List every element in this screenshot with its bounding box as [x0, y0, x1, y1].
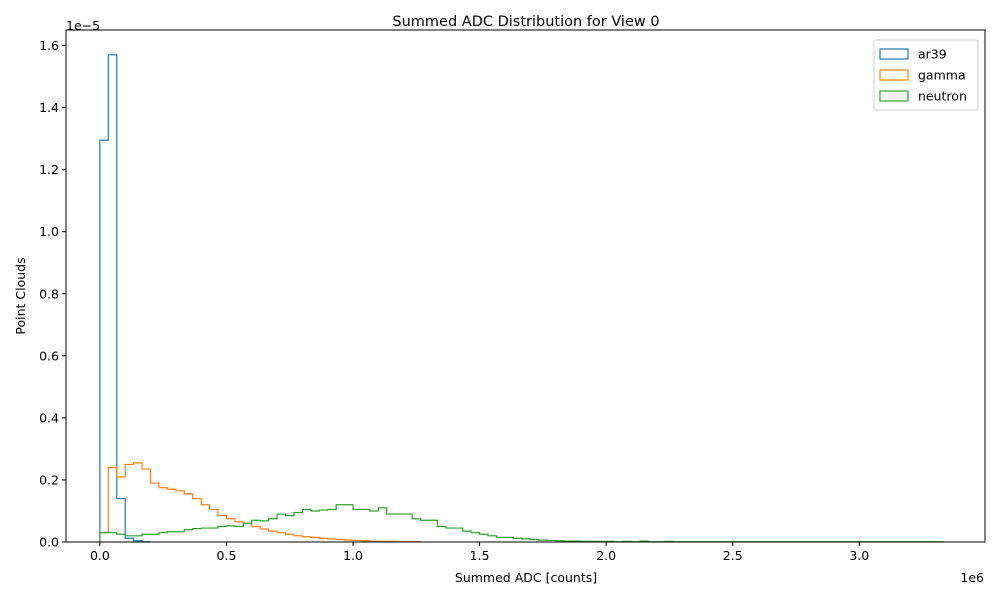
y-tick-label: 0.2 [39, 472, 59, 487]
legend-swatch-ar39 [879, 48, 909, 60]
x-tick-label: 3.0 [849, 548, 869, 563]
legend-swatch-gamma [879, 69, 909, 81]
legend-label-neutron: neutron [918, 89, 967, 104]
y-tick-label: 1.6 [39, 38, 59, 53]
x-offset-text: 1e6 [960, 570, 984, 585]
y-axis-label: Point Clouds [13, 257, 28, 334]
x-tick-label: 0.0 [90, 548, 110, 563]
y-tick-label: 1.0 [39, 224, 59, 239]
chart-title: Summed ADC Distribution for View 0 [392, 14, 659, 30]
x-tick-label: 2.5 [723, 548, 743, 563]
legend-label-gamma: gamma [918, 68, 966, 83]
legend: ar39 gamma neutron [873, 39, 979, 111]
y-axis: 0.0 0.2 0.4 0.6 0.8 1.0 1.2 1.4 1.6 [39, 38, 66, 550]
y-tick-label: 1.4 [39, 100, 59, 115]
legend-box [873, 39, 979, 111]
y-tick-label: 0.4 [39, 410, 59, 425]
y-tick-label: 0.8 [39, 286, 59, 301]
y-offset-text: 1e−5 [66, 18, 100, 33]
x-tick-label: 0.5 [217, 548, 237, 563]
y-tick-label: 0.0 [39, 535, 59, 550]
x-axis: 0.0 0.5 1.0 1.5 2.0 2.5 3.0 [90, 542, 869, 563]
x-tick-label: 1.0 [343, 548, 363, 563]
series-gamma-histogram [99, 462, 422, 543]
y-tick-label: 1.2 [39, 162, 59, 177]
y-tick-label: 0.6 [39, 348, 59, 363]
x-tick-label: 1.5 [470, 548, 490, 563]
legend-swatch-neutron [879, 90, 909, 102]
x-axis-label: Summed ADC [counts] [455, 570, 597, 585]
x-tick-label: 2.0 [596, 548, 616, 563]
plot-frame [65, 29, 986, 543]
legend-label-ar39: ar39 [918, 47, 947, 62]
